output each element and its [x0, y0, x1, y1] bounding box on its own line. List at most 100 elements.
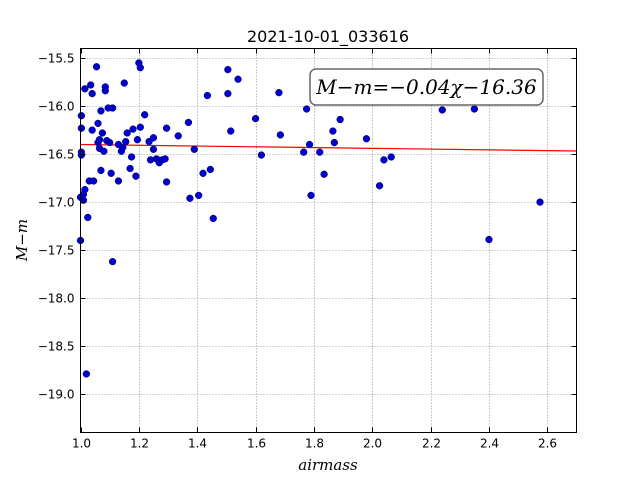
data-point: [95, 136, 104, 144]
data-point: [127, 153, 136, 161]
y-tick-label: −15.5: [38, 52, 75, 66]
y-tick-label: −17.5: [38, 244, 75, 258]
data-point: [206, 165, 214, 174]
data-point: [375, 182, 384, 190]
data-point: [114, 177, 123, 185]
data-point: [199, 169, 207, 177]
data-point: [136, 123, 144, 131]
data-point: [227, 127, 235, 135]
fit-annotation: M−m=−0.04χ−16.36: [309, 68, 544, 106]
data-point: [307, 191, 315, 200]
x-tick-label: 1.6: [247, 437, 266, 451]
data-point: [203, 91, 212, 100]
y-tick-label: −16.0: [38, 100, 75, 114]
y-tick-label: −18.5: [38, 340, 75, 354]
data-points: [76, 59, 544, 378]
x-tick-label: 1.4: [188, 437, 207, 451]
x-tick-label: 2.6: [538, 437, 557, 451]
y-tick-label: −19.0: [38, 388, 75, 402]
data-point: [190, 145, 198, 153]
fit-line: [80, 143, 577, 152]
data-point: [387, 153, 395, 161]
data-point: [100, 147, 108, 155]
data-point: [330, 138, 338, 147]
chart-title: 2021-10-01_033616: [247, 27, 409, 47]
data-point: [141, 111, 149, 119]
data-point: [92, 63, 101, 71]
data-point: [536, 198, 544, 206]
x-tick-label: 2.2: [422, 437, 441, 451]
data-point: [81, 185, 89, 194]
data-point: [438, 106, 446, 114]
data-point: [470, 105, 479, 113]
data-point: [276, 131, 285, 139]
data-point: [84, 213, 92, 222]
data-point: [106, 138, 114, 147]
data-point: [87, 81, 95, 89]
data-point: [305, 140, 314, 149]
data-point: [77, 151, 86, 159]
data-point: [162, 124, 171, 132]
data-point: [120, 79, 128, 87]
data-point: [316, 148, 324, 156]
data-point: [302, 105, 311, 113]
x-tick-label: 1.2: [130, 437, 149, 451]
data-point: [251, 114, 260, 123]
data-point: [224, 65, 232, 74]
x-axis-label: airmass: [298, 456, 358, 474]
data-point: [101, 87, 109, 95]
data-point: [82, 370, 90, 378]
data-point: [149, 134, 158, 142]
data-point: [336, 115, 344, 124]
data-point: [77, 124, 86, 132]
data-point: [94, 119, 102, 128]
axis-ticks: 1.0 1.2 1.4 1.6 1.8 2.0 2.2 2.4 2.6 −15.5 −16.0 −16…: [38, 48, 577, 451]
x-tick-label: 2.4: [480, 437, 499, 451]
data-point: [88, 89, 96, 98]
data-point: [77, 112, 86, 120]
data-point: [320, 170, 328, 178]
x-tick-label: 1.0: [72, 437, 91, 451]
y-tick-label: −18.0: [38, 292, 75, 306]
data-point: [380, 156, 388, 164]
data-point: [186, 194, 194, 202]
data-point: [97, 166, 105, 175]
data-point: [108, 104, 117, 112]
data-point: [107, 169, 115, 177]
data-point: [329, 127, 337, 135]
data-point: [257, 151, 266, 159]
data-point: [81, 85, 89, 93]
data-point: [129, 125, 137, 133]
x-tick-label: 1.8: [305, 437, 324, 451]
data-point: [126, 164, 134, 173]
data-point: [98, 129, 107, 137]
data-point: [209, 214, 217, 223]
data-point: [161, 155, 169, 163]
data-point: [174, 132, 182, 140]
x-tick-label: 2.0: [363, 437, 382, 451]
data-point: [136, 64, 144, 72]
data-point: [162, 178, 171, 186]
data-point: [88, 126, 96, 134]
data-point: [132, 172, 140, 180]
data-point: [119, 143, 127, 152]
plot-background: [80, 48, 577, 433]
data-point: [300, 148, 308, 156]
data-point: [485, 235, 493, 244]
fit-annotation-text: M−m=−0.04χ−16.36: [315, 75, 537, 99]
data-point: [123, 129, 131, 137]
data-point: [275, 89, 283, 97]
data-point: [149, 145, 158, 153]
data-point: [184, 118, 193, 127]
data-point: [97, 107, 105, 115]
y-axis-label: M−m: [13, 219, 31, 262]
y-tick-label: −16.5: [38, 148, 75, 162]
plot-frame: [80, 48, 577, 433]
data-point: [224, 89, 232, 98]
data-point: [362, 135, 371, 143]
data-point: [133, 136, 142, 144]
data-point: [108, 257, 117, 266]
data-point: [234, 75, 242, 83]
data-point: [122, 137, 130, 146]
